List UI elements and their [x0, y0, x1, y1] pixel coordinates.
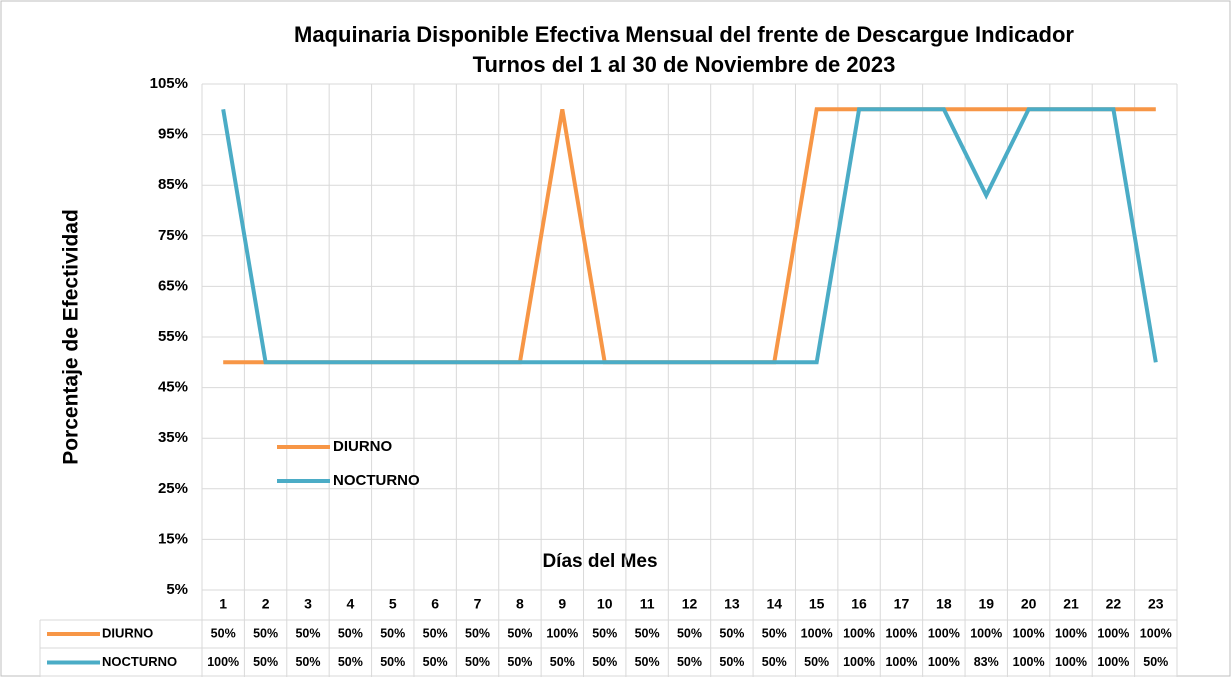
x-tick-label: 12	[682, 596, 698, 612]
series-line	[221, 107, 1158, 365]
y-tick-label: 15%	[158, 530, 188, 547]
table-series-label: NOCTURNO	[102, 654, 177, 669]
table-value: 50%	[295, 626, 320, 640]
chart-subtitle: Turnos del 1 al 30 de Noviembre de 2023	[473, 52, 896, 77]
x-tick-label: 20	[1021, 596, 1037, 612]
table-value: 50%	[211, 626, 236, 640]
legend-label: DIURNO	[333, 438, 392, 455]
table-value: 100%	[207, 655, 239, 669]
table-value: 50%	[762, 626, 787, 640]
y-axis-label: Porcentaje de Efectividad	[60, 209, 83, 465]
table-value: 50%	[550, 655, 575, 669]
table-value: 50%	[380, 626, 405, 640]
y-tick-label: 35%	[158, 429, 188, 446]
y-tick-label: 45%	[158, 379, 188, 396]
x-tick-label: 11	[640, 596, 655, 612]
x-tick-label: 6	[431, 596, 439, 612]
table-value: 100%	[928, 626, 960, 640]
x-tick-label: 8	[516, 596, 524, 612]
table-value: 100%	[1097, 655, 1129, 669]
table-value: 50%	[762, 655, 787, 669]
y-tick-label: 75%	[158, 227, 188, 244]
table-value: 50%	[592, 626, 617, 640]
table-value: 50%	[423, 626, 448, 640]
table-value: 100%	[1055, 626, 1087, 640]
x-tick-label: 15	[809, 596, 825, 612]
x-tick-label: 17	[894, 596, 910, 612]
x-tick-label: 14	[766, 596, 782, 612]
table-value: 50%	[295, 655, 320, 669]
x-tick-label: 9	[558, 596, 566, 612]
legend-label: NOCTURNO	[333, 472, 420, 489]
x-tick-label: 21	[1063, 596, 1079, 612]
table-value: 50%	[635, 626, 660, 640]
y-tick-label: 5%	[166, 581, 188, 598]
y-tick-label: 55%	[158, 328, 188, 345]
table-value: 50%	[423, 655, 448, 669]
table-value: 100%	[1097, 626, 1129, 640]
table-value: 50%	[253, 626, 278, 640]
table-value: 50%	[338, 626, 363, 640]
x-tick-label: 3	[304, 596, 312, 612]
table-value: 50%	[719, 626, 744, 640]
y-tick-label: 25%	[158, 480, 188, 497]
table-value: 50%	[338, 655, 363, 669]
table-value: 50%	[635, 655, 660, 669]
x-tick-label: 10	[597, 596, 613, 612]
table-value: 50%	[592, 655, 617, 669]
x-tick-label: 16	[851, 596, 867, 612]
chart-title: Maquinaria Disponible Efectiva Mensual d…	[294, 22, 1074, 47]
x-tick-label: 19	[978, 596, 994, 612]
table-value: 100%	[928, 655, 960, 669]
table-value: 50%	[1143, 655, 1168, 669]
x-tick-label: 2	[262, 596, 270, 612]
table-value: 50%	[253, 655, 278, 669]
x-tick-label: 18	[936, 596, 952, 612]
x-tick-label: 5	[389, 596, 397, 612]
y-tick-label: 105%	[150, 75, 188, 92]
x-tick-label: 13	[724, 596, 740, 612]
table-value: 50%	[465, 655, 490, 669]
x-tick-label: 1	[219, 596, 227, 612]
table-value: 100%	[843, 655, 875, 669]
y-tick-label: 95%	[158, 126, 188, 143]
table-value: 50%	[804, 655, 829, 669]
y-tick-label: 85%	[158, 176, 188, 193]
table-value: 50%	[677, 655, 702, 669]
table-value: 100%	[885, 655, 917, 669]
x-axis-label: Días del Mes	[542, 551, 657, 572]
table-value: 100%	[1013, 626, 1045, 640]
table-value: 100%	[1013, 655, 1045, 669]
table-value: 50%	[677, 626, 702, 640]
table-value: 50%	[507, 655, 532, 669]
table-value: 50%	[507, 626, 532, 640]
table-value: 100%	[1140, 626, 1172, 640]
table-value: 83%	[974, 655, 999, 669]
x-tick-label: 7	[474, 596, 482, 612]
x-tick-label: 23	[1148, 596, 1164, 612]
table-value: 100%	[546, 626, 578, 640]
table-value: 100%	[843, 626, 875, 640]
table-value: 50%	[719, 655, 744, 669]
table-value: 50%	[465, 626, 490, 640]
table-value: 100%	[970, 626, 1002, 640]
x-tick-label: 22	[1106, 596, 1122, 612]
table-value: 100%	[1055, 655, 1087, 669]
table-value: 100%	[885, 626, 917, 640]
x-tick-label: 4	[346, 596, 354, 612]
y-tick-label: 65%	[158, 277, 188, 294]
table-series-label: DIURNO	[102, 625, 153, 640]
table-value: 50%	[380, 655, 405, 669]
table-value: 100%	[801, 626, 833, 640]
